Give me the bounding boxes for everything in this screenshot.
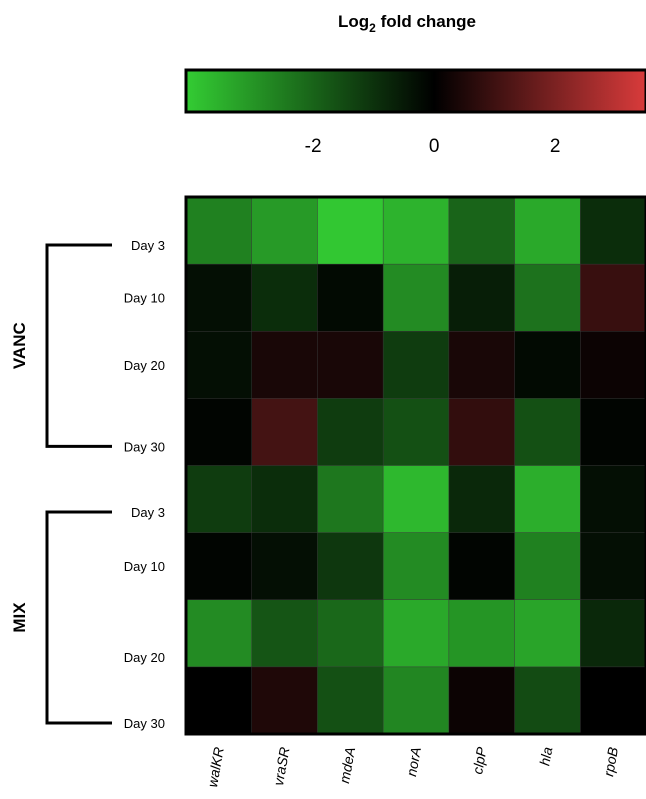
heatmap-cell [317, 532, 384, 601]
colorbar-tick-label: -2 [305, 136, 322, 157]
heatmap-cell [251, 666, 319, 735]
group-bracket [45, 510, 112, 725]
row-label: Day 30 [124, 439, 165, 454]
heatmap-cell [317, 666, 384, 735]
column-labels: walKR vraSR mdeA norA clpP hla rpoB [204, 745, 621, 788]
row-label: Day 3 [131, 238, 165, 253]
row-label: Day 3 [131, 505, 165, 520]
heatmap-cell [251, 263, 319, 332]
heatmap-cell [317, 398, 384, 467]
colorbar-tick-label: 2 [550, 136, 561, 157]
heatmap-cell [580, 331, 646, 400]
heatmap-cell [251, 398, 319, 467]
heatmap-cell [580, 398, 646, 467]
heatmap-cell [514, 666, 582, 735]
heatmap-cell [185, 465, 253, 534]
heatmap-cell [185, 398, 253, 467]
group-label: VANC [10, 322, 29, 369]
heatmap-cell [580, 532, 646, 601]
group-bracket [45, 243, 112, 448]
heatmap-cell [448, 666, 516, 735]
heatmap-cell [382, 599, 450, 668]
heatmap-cell [185, 331, 253, 400]
heatmap-cell [382, 465, 450, 534]
heatmap-cell [251, 331, 319, 400]
heatmap-cell [185, 196, 253, 265]
heatmap-cell [317, 331, 384, 400]
column-label: mdeA [336, 746, 358, 785]
row-label: Day 30 [124, 716, 165, 731]
heatmap-cell [317, 263, 384, 332]
chart-title: Log2 fold change [338, 12, 476, 35]
heatmap-cell [448, 465, 516, 534]
column-label: clpP [469, 745, 490, 775]
heatmap-cell [514, 196, 582, 265]
heatmap-cell [317, 465, 384, 534]
heatmap-frame [184, 195, 646, 736]
heatmap-cells [185, 196, 646, 735]
heatmap-cell [317, 196, 384, 265]
heatmap-cell [580, 599, 646, 668]
heatmap-cell [251, 465, 319, 534]
heatmap-cell [317, 599, 384, 668]
heatmap-cell [448, 599, 516, 668]
heatmap-cell [514, 331, 582, 400]
heatmap-cell [185, 599, 253, 668]
column-label: vraSR [270, 746, 293, 787]
colorbar-tick-label: 0 [429, 136, 440, 157]
heatmap-cell [382, 196, 450, 265]
row-label: Day 10 [124, 559, 165, 574]
heatmap-cell [185, 263, 253, 332]
heatmap-cell [514, 532, 582, 601]
column-label: norA [403, 746, 424, 778]
heatmap-cell [251, 532, 319, 601]
column-label: walKR [204, 746, 227, 789]
heatmap-cell [251, 196, 319, 265]
heatmap-cell [514, 263, 582, 332]
heatmap-cell [448, 196, 516, 265]
heatmap-cell [448, 263, 516, 332]
row-label: Day 10 [124, 291, 165, 306]
heatmap-cell [580, 666, 646, 735]
row-labels: Day 3 Day 10 Day 20 Day 30 Day 3 Day 10 Day 20… [124, 238, 165, 731]
heatmap-cell [382, 263, 450, 332]
row-label: Day 20 [124, 650, 165, 665]
heatmap-cell [382, 666, 450, 735]
colorbar-ticks: -2 0 2 [305, 136, 561, 157]
heatmap-cell [514, 398, 582, 467]
row-groups: VANC MIX [10, 243, 112, 725]
heatmap-cell [185, 666, 253, 735]
heatmap-cell [580, 263, 646, 332]
group-label: MIX [10, 602, 29, 633]
heatmap-cell [185, 532, 253, 601]
heatmap-cell [382, 331, 450, 400]
heatmap-cell [448, 532, 516, 601]
colorbar [184, 68, 646, 114]
heatmap-cell [448, 331, 516, 400]
heatmap-cell [382, 532, 450, 601]
heatmap-cell [251, 599, 319, 668]
column-label: hla [536, 746, 555, 767]
heatmap-cell [580, 465, 646, 534]
heatmap-cell [514, 465, 582, 534]
heatmap-cell [382, 398, 450, 467]
heatmap-cell [514, 599, 582, 668]
heatmap-cell [580, 196, 646, 265]
row-label: Day 20 [124, 358, 165, 373]
heatmap-cell [448, 398, 516, 467]
column-label: rpoB [600, 746, 621, 778]
